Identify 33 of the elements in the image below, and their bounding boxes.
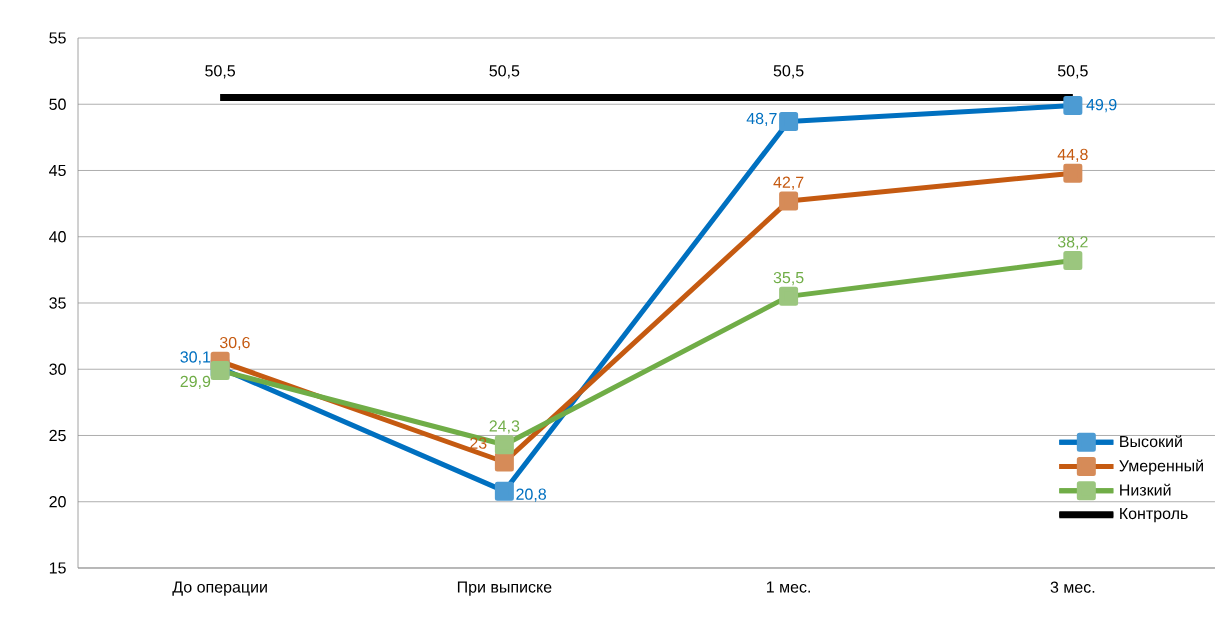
- data-label: 29,9: [180, 375, 211, 389]
- y-tick-label: 20: [49, 496, 66, 508]
- y-tick-label: 15: [49, 562, 66, 574]
- data-label: 24,3: [489, 420, 520, 434]
- data-label: 50,5: [205, 65, 236, 79]
- y-tick-label: 35: [49, 297, 66, 309]
- legend-label: Умеренный: [1119, 459, 1203, 475]
- x-tick-label: До операции: [172, 581, 267, 596]
- data-label: 48,7: [746, 112, 777, 127]
- data-label: 23: [470, 437, 487, 449]
- x-tick-label: 3 мес.: [1050, 581, 1095, 593]
- y-tick-label: 50: [49, 98, 66, 110]
- x-tick-label: 1 мес.: [766, 581, 810, 593]
- data-label: 30,1: [180, 351, 211, 365]
- data-label: 42,7: [773, 176, 804, 190]
- data-label: 35,5: [773, 271, 804, 286]
- data-label: 30,6: [219, 336, 250, 351]
- y-tick-label: 25: [49, 429, 66, 442]
- y-tick-label: 55: [49, 32, 66, 44]
- legend-label: Низкий: [1120, 483, 1171, 496]
- y-tick-label: 30: [49, 363, 66, 375]
- legend-label: Высокий: [1120, 435, 1182, 448]
- data-label: 50,5: [1057, 65, 1088, 79]
- data-label: 38,2: [1057, 236, 1088, 250]
- data-label: 50,5: [773, 65, 804, 79]
- legend-label: Контроль: [1120, 507, 1188, 523]
- data-label: 50,5: [489, 65, 520, 79]
- y-tick-label: 45: [49, 164, 66, 177]
- y-tick-label: 40: [49, 231, 66, 243]
- data-label: 49,9: [1086, 98, 1117, 113]
- data-label: 44,8: [1057, 148, 1088, 162]
- x-tick-label: При выписке: [457, 581, 552, 596]
- data-label: 20,8: [516, 488, 547, 502]
